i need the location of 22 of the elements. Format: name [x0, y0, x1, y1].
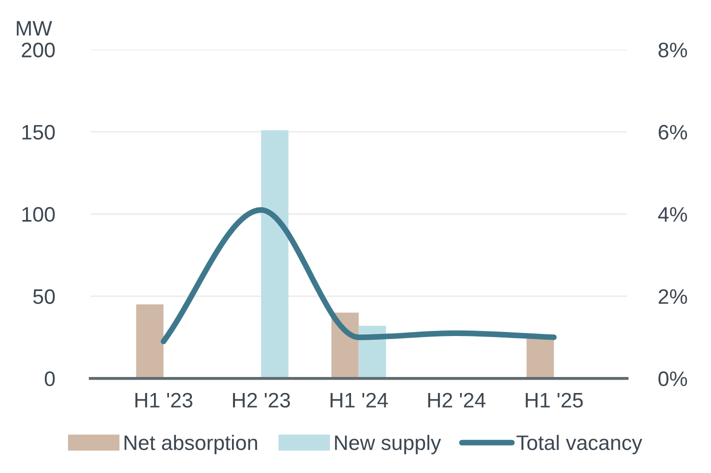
x-tick-label: H1 '24 [330, 392, 388, 408]
bar [526, 337, 554, 378]
y-tick-label: 50 [33, 289, 55, 304]
x-tick-label: H1 '25 [526, 392, 583, 408]
y2-tick-label: 8% [658, 42, 688, 58]
legend-label: Net absorption [124, 434, 258, 454]
y2-tick-label: 0% [658, 371, 688, 386]
x-tick-label: H2 '23 [233, 392, 290, 408]
y2-tick-label: 2% [658, 289, 688, 304]
legend-label: Total vacancy [516, 434, 642, 454]
y-tick-label: 100 [22, 207, 55, 222]
y-axis-title: MW [16, 21, 52, 36]
legend-label: New supply [335, 434, 442, 454]
x-tick-label: H1 '23 [135, 392, 192, 408]
x-tick-label: H2 '24 [428, 392, 486, 408]
bar [261, 130, 288, 378]
y-tick-label: 200 [22, 42, 55, 58]
y-tick-label: 150 [22, 124, 55, 140]
y2-tick-label: 6% [658, 124, 688, 140]
y2-tick-label: 4% [658, 207, 688, 222]
bar [136, 304, 164, 378]
y-tick-label: 0 [44, 371, 55, 386]
